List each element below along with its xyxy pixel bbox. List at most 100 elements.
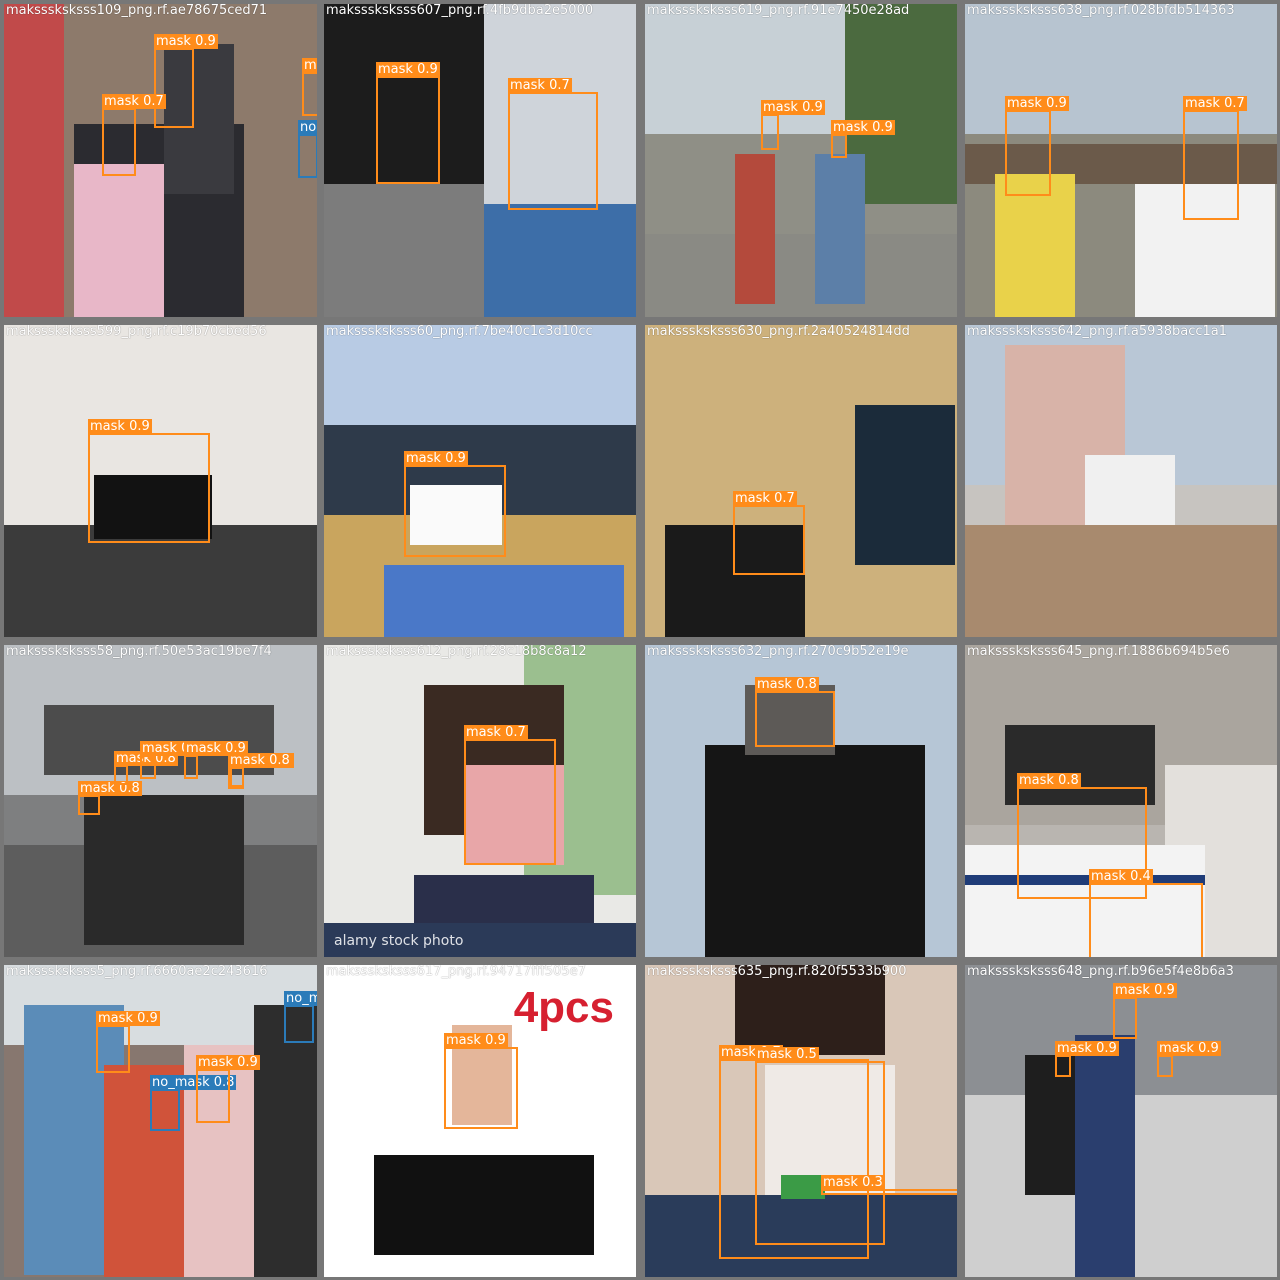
detection-label: mask 0.9: [761, 100, 825, 115]
scene-shape: [665, 525, 805, 637]
detection-label: no_m: [284, 991, 317, 1006]
detection-label: mask 0.9: [1055, 1041, 1119, 1056]
image-tile: maksssksksss632_png.rf.270c9b52e19e mask …: [645, 645, 957, 957]
scene-shape: [1075, 1035, 1135, 1277]
scene-shape: [705, 745, 925, 957]
tile-filename: maksssksksss645_png.rf.1886b694b5e6: [967, 645, 1230, 659]
scene-shape: [484, 204, 636, 317]
scene-shape: [995, 174, 1075, 317]
scene-shape: [254, 1005, 317, 1277]
detection-label: mask 0.7: [464, 725, 528, 740]
mask-bounding-box: mask 0.9: [154, 34, 218, 128]
detection-label: mask 0.5: [755, 1047, 819, 1062]
detection-label: mask 0.3: [821, 1175, 885, 1190]
mask-bounding-box: mask 0.4: [1089, 869, 1203, 957]
detection-label: mask 0.8: [755, 677, 819, 692]
scene-shape: [1005, 725, 1155, 805]
mask-bounding-box: mask 0.9: [404, 451, 506, 557]
scene-shape: [965, 4, 1277, 134]
scene-shape: [735, 154, 775, 304]
mask-bounding-box: mask 0.8: [228, 753, 292, 789]
scene-shape: [410, 485, 502, 545]
photo-background: [965, 325, 1277, 637]
mask-bounding-box: mask 0.7: [733, 491, 805, 575]
photo-background: [324, 325, 636, 637]
photo-background: [4, 645, 317, 957]
photo-background: [4, 325, 317, 637]
scene-shape: [815, 154, 865, 304]
image-tile: 4pcs maksssksksss617_png.rf.94717fff505e7…: [324, 965, 636, 1277]
detection-label: mask 0.9: [1113, 983, 1177, 998]
detection-label: mask 0.7: [102, 94, 166, 109]
photo-background: [645, 4, 957, 317]
detection-label: mask 0.7: [508, 78, 572, 93]
tile-filename: maksssksksss612_png.rf.28c18b8c8a12: [326, 645, 587, 659]
scene-shape: [104, 1065, 194, 1277]
detection-label: mask 0.9: [376, 62, 440, 77]
tile-filename: maksssksksss635_png.rf.820f5533b900: [647, 965, 907, 979]
photo-background: [965, 965, 1277, 1277]
tile-filename: maksssksksss619_png.rf.91e7450e28ad: [647, 4, 910, 18]
scene-shape: [645, 1195, 957, 1277]
mask-bounding-box: mask 0.8: [755, 677, 835, 747]
scene-shape: [965, 525, 1277, 637]
scene-shape: [1135, 184, 1275, 317]
scene-shape: [164, 44, 234, 194]
scene-shape: [645, 234, 957, 317]
detection-label: mask 0.7: [1183, 96, 1247, 111]
detection-label: no: [298, 120, 317, 135]
mask-bounding-box: mask 0.8: [78, 781, 142, 815]
scene-shape: [965, 875, 1205, 885]
tile-filename: maksssksksss60_png.rf.7be40c1c3d10cc: [326, 325, 593, 339]
mask-bounding-box: mask 0.3: [821, 1175, 957, 1195]
photo-background: [645, 325, 957, 637]
no-mask-bounding-box: no_m: [284, 991, 317, 1043]
mask-bounding-box: mask 0.9: [1005, 96, 1069, 196]
tile-filename: maksssksksss607_png.rf.4fb9dba2e5000: [326, 4, 594, 18]
scene-shape: [324, 923, 636, 957]
image-tile: maksssksksss648_png.rf.b96e5f4e8b6a3 mask…: [965, 965, 1277, 1277]
detection-label: mask 0.9: [1157, 1041, 1221, 1056]
mask-bounding-box: mask 0.9: [196, 1055, 260, 1123]
detection-label: mask 0.9: [88, 419, 152, 434]
tile-filename: maksssksksss642_png.rf.a5938bacc1a1: [967, 325, 1227, 339]
mask-bounding-box: mask 0.9: [376, 62, 440, 184]
tile-filename: maksssksksss58_png.rf.50e53ac19be7f4: [6, 645, 272, 659]
scene-shape: [4, 4, 64, 317]
scene-shape: [745, 685, 835, 755]
mask-bounding-box: mask 0.9: [184, 741, 248, 779]
detection-label: mask 0.9: [154, 34, 218, 49]
mask-bounding-box: mask 0.7: [508, 78, 598, 210]
mask-bounding-box: mask 0.7: [102, 94, 166, 176]
tile-filename: maksssksksss109_png.rf.ae78675ced71: [6, 4, 268, 18]
scene-shape: [384, 565, 624, 637]
detection-label: mask 0.7: [733, 491, 797, 506]
mask-bounding-box: mask 0.7: [1183, 96, 1247, 220]
detection-label: mask 0.9: [404, 451, 468, 466]
tile-filename: maksssksksss617_png.rf.94717fff505e7: [326, 965, 586, 979]
mask-bounding-box: mask 0.9: [1055, 1041, 1119, 1077]
detection-label: mask: [302, 58, 317, 73]
scene-shape: [94, 475, 212, 539]
scene-shape: [781, 1175, 825, 1199]
detection-label: no_mask 0.8: [150, 1075, 237, 1090]
photo-background: [965, 4, 1277, 317]
mask-bounding-box: mask: [302, 58, 317, 116]
photo-background: [324, 965, 636, 1277]
image-tile: maksssksksss642_png.rf.a5938bacc1a1: [965, 325, 1277, 637]
detection-label: mask 0.9: [96, 1011, 160, 1026]
tile-filename: maksssksksss630_png.rf.2a40524814dd: [647, 325, 910, 339]
detection-label: mask 0.9: [444, 1033, 508, 1048]
photo-background: [965, 645, 1277, 957]
no-mask-bounding-box: no: [298, 120, 317, 178]
photo-background: [324, 645, 636, 957]
mask-bounding-box: mask 0.9: [761, 100, 825, 150]
tile-filename: maksssksksss638_png.rf.028bfdb514363: [967, 4, 1235, 18]
scene-shape: [965, 845, 1205, 957]
